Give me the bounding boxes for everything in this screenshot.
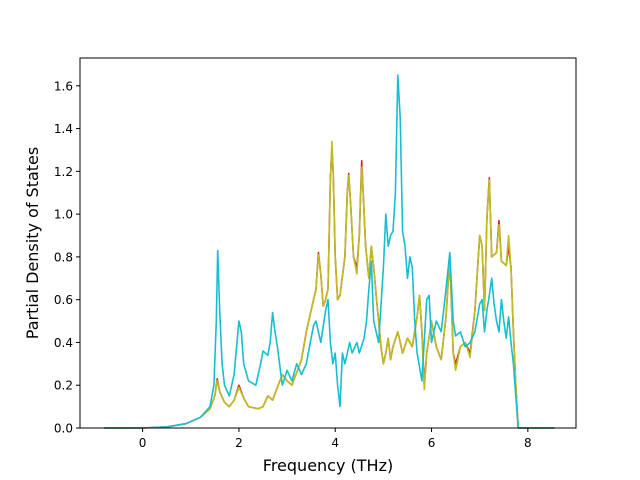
- y-tick-label: 0.8: [54, 250, 73, 264]
- y-tick-label: 1.4: [54, 122, 73, 136]
- x-tick-label: 2: [235, 436, 243, 450]
- y-tick-label: 0.6: [54, 293, 73, 307]
- y-tick-label: 0.0: [54, 422, 73, 436]
- x-tick-label: 4: [331, 436, 339, 450]
- series-line-3: [104, 74, 555, 429]
- y-axis-ticks: 0.0 0.2 0.4 0.6 0.8 1.0 1.2 1.4 1.6: [54, 79, 80, 436]
- x-tick-label: 6: [428, 436, 436, 450]
- y-axis-label: Partial Density of States: [23, 147, 42, 339]
- x-tick-label: 8: [524, 436, 532, 450]
- series-line-2: [104, 140, 555, 429]
- y-tick-label: 0.4: [54, 336, 73, 350]
- x-tick-label: 0: [139, 436, 147, 450]
- y-tick-label: 1.2: [54, 165, 73, 179]
- y-tick-label: 0.2: [54, 379, 73, 393]
- y-tick-label: 1.6: [54, 79, 73, 93]
- x-axis-label: Frequency (THz): [263, 456, 393, 475]
- plot-frame: [79, 57, 577, 429]
- series-layer: [104, 74, 555, 429]
- x-axis-ticks: 0 2 4 6 8: [139, 428, 532, 450]
- y-tick-label: 1.0: [54, 208, 73, 222]
